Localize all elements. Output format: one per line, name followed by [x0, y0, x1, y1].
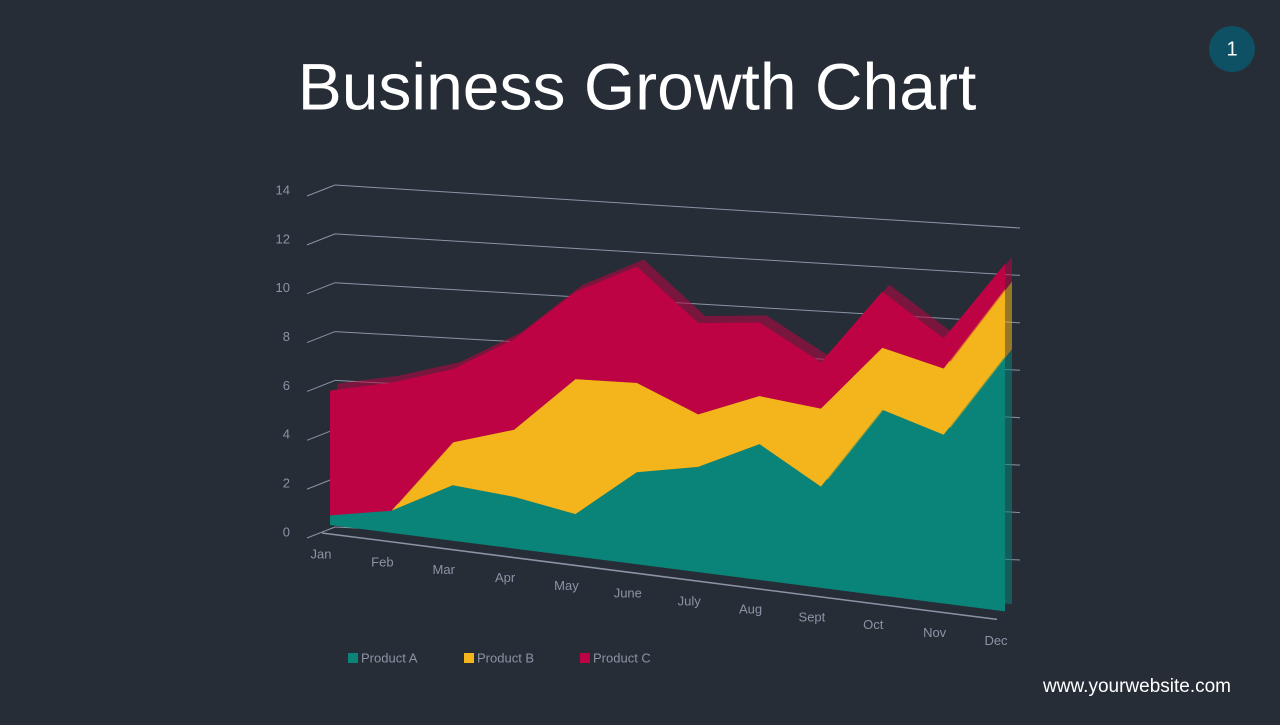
legend-swatch — [348, 653, 358, 663]
y-tick-label: 0 — [283, 524, 290, 539]
x-tick-label: July — [678, 594, 702, 609]
grid-line — [334, 184, 1021, 229]
page-badge — [1209, 26, 1255, 72]
tick-mark — [306, 233, 336, 246]
tick-mark — [306, 526, 336, 539]
legend-swatch — [464, 653, 474, 663]
x-tick-label: Sept — [799, 609, 826, 624]
y-tick-label: 14 — [276, 182, 290, 197]
tick-mark — [306, 379, 336, 392]
x-tick-label: June — [614, 586, 642, 601]
footer-url: www.yourwebsite.com — [1042, 676, 1231, 697]
legend-label: Product B — [477, 650, 534, 665]
area — [330, 263, 1005, 516]
x-tick-label: Jan — [311, 546, 332, 561]
grid-line — [334, 233, 1021, 276]
x-tick-label: Dec — [984, 633, 1008, 648]
x-tick-label: Feb — [371, 554, 393, 569]
y-tick-label: 4 — [283, 427, 290, 442]
page-number: 1 — [1226, 38, 1237, 60]
x-tick-label: May — [554, 578, 579, 593]
area — [330, 356, 1005, 612]
x-tick-label: Apr — [495, 570, 516, 585]
chart-title: Business Growth Chart — [298, 49, 977, 123]
y-tick-label: 2 — [283, 476, 290, 491]
tick-mark — [306, 184, 336, 197]
tick-mark — [306, 331, 336, 344]
y-tick-label: 10 — [276, 280, 290, 295]
y-tick-label: 8 — [283, 329, 290, 344]
x-tick-label: Oct — [863, 617, 884, 632]
x-tick-label: Mar — [433, 562, 456, 577]
legend-label: Product A — [361, 650, 418, 665]
area — [330, 288, 1005, 516]
legend-swatch — [580, 653, 590, 663]
x-tick-label: Aug — [739, 601, 762, 616]
x-axis — [321, 532, 998, 621]
y-tick-label: 6 — [283, 378, 290, 393]
tick-mark — [306, 282, 336, 295]
x-tick-label: Nov — [923, 625, 947, 640]
legend-label: Product C — [593, 650, 651, 665]
y-tick-label: 12 — [276, 231, 290, 246]
